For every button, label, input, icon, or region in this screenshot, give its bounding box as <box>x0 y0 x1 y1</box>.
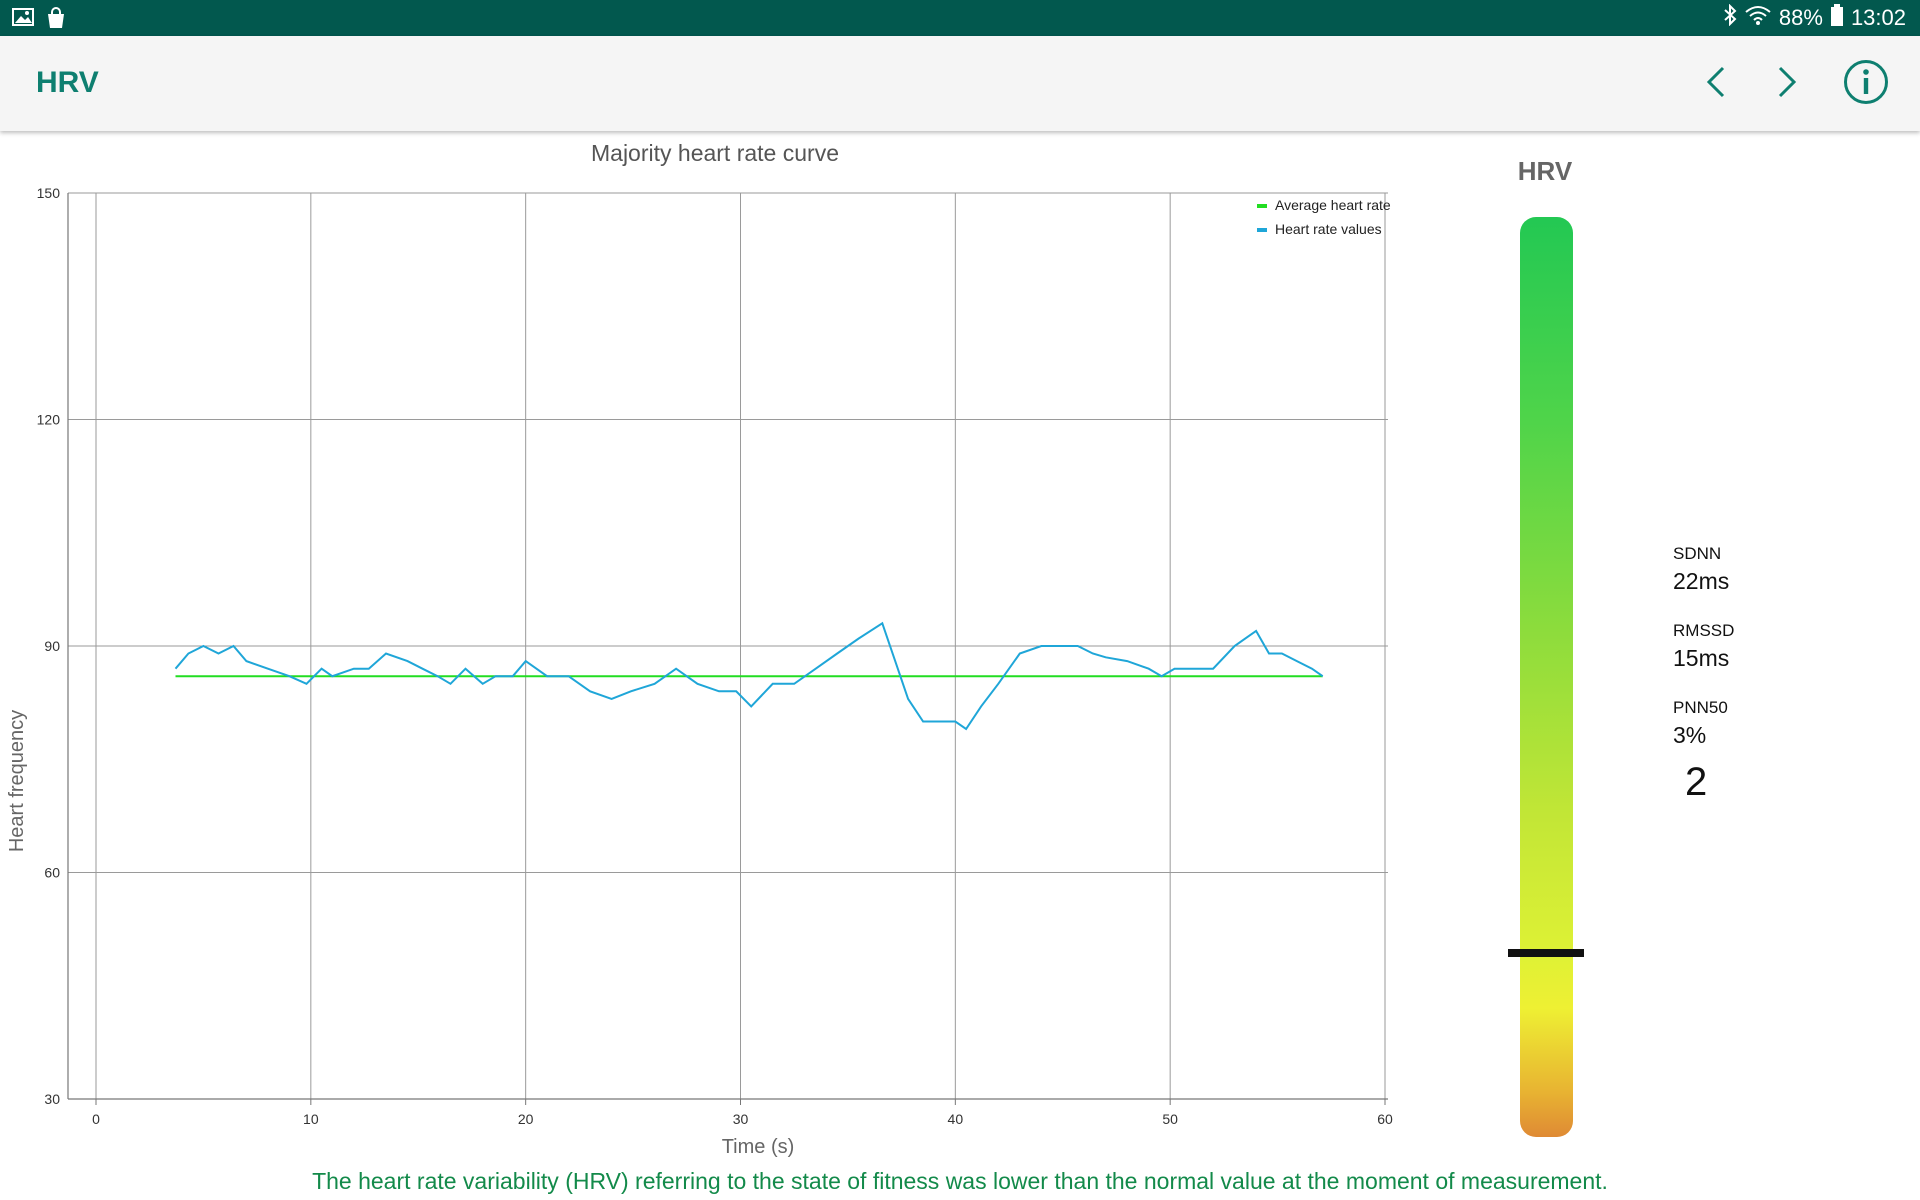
bluetooth-icon <box>1723 3 1737 32</box>
y-tick-label: 30 <box>44 1091 60 1107</box>
x-tick-label: 40 <box>948 1111 964 1127</box>
x-tick-label: 50 <box>1162 1111 1178 1127</box>
app-bar: HRV <box>0 36 1920 131</box>
stat-label: SDNN <box>1673 544 1722 563</box>
stat-label: PNN50 <box>1673 698 1728 717</box>
hrv-stats: SDNN 22ms RMSSD 15ms PNN50 3% <box>1673 544 1734 775</box>
x-tick-label: 0 <box>92 1111 100 1127</box>
chevron-right-icon <box>1775 65 1799 104</box>
wifi-icon <box>1745 5 1771 31</box>
next-button[interactable] <box>1759 56 1815 112</box>
info-button[interactable] <box>1838 56 1894 112</box>
x-axis-title: Time (s) <box>722 1136 795 1158</box>
y-tick-label: 90 <box>44 638 60 654</box>
stat-value: 3% <box>1673 722 1707 748</box>
stat-sdnn: SDNN 22ms <box>1673 544 1734 595</box>
info-icon <box>1843 59 1889 110</box>
y-tick-label: 60 <box>44 865 60 881</box>
x-tick-label: 10 <box>303 1111 319 1127</box>
heart-rate-chart: Majority heart rate curve 30 60 90 120 150 0 1… <box>0 131 1420 1171</box>
y-axis-title: Heart frequency <box>6 710 28 852</box>
chevron-left-icon <box>1704 65 1728 104</box>
chart-title: Majority heart rate curve <box>591 140 839 166</box>
hrv-gauge-marker <box>1508 949 1584 957</box>
hrv-panel-title: HRV <box>1517 156 1573 186</box>
x-tick-label: 60 <box>1377 1111 1393 1127</box>
previous-button[interactable] <box>1688 56 1744 112</box>
result-message: The heart rate variability (HRV) referri… <box>312 1168 1608 1194</box>
x-tick-label: 20 <box>518 1111 534 1127</box>
y-tick-label: 150 <box>37 185 61 201</box>
hrv-gauge <box>1520 217 1573 1137</box>
y-tick-label: 120 <box>37 412 61 428</box>
heart-rate-values-line <box>174 621 1324 731</box>
chart-canvas: 30 60 90 120 150 0 10 20 30 40 50 60 Time (s) Heart f… <box>6 185 1393 1158</box>
clock: 13:02 <box>1850 5 1906 30</box>
stat-value: 22ms <box>1673 568 1730 594</box>
legend-swatch <box>1257 228 1267 232</box>
legend-label: Heart rate values <box>1275 221 1382 237</box>
stat-pnn50: PNN50 3% <box>1673 698 1734 749</box>
image-icon <box>12 7 34 34</box>
battery-icon <box>1830 4 1843 32</box>
legend-label: Average heart rate <box>1275 197 1391 213</box>
shopping-bag-icon <box>46 7 66 34</box>
legend-swatch <box>1257 204 1267 208</box>
battery-percent: 88% <box>1778 5 1823 30</box>
status-bar: 88% 13:02 <box>0 0 1920 36</box>
x-tick-label: 30 <box>733 1111 749 1127</box>
page-title: HRV <box>36 66 99 99</box>
hrv-score: 2 <box>1685 760 1708 804</box>
stat-value: 15ms <box>1673 645 1730 671</box>
stat-rmssd: RMSSD 15ms <box>1673 621 1734 672</box>
stat-label: RMSSD <box>1673 621 1735 640</box>
